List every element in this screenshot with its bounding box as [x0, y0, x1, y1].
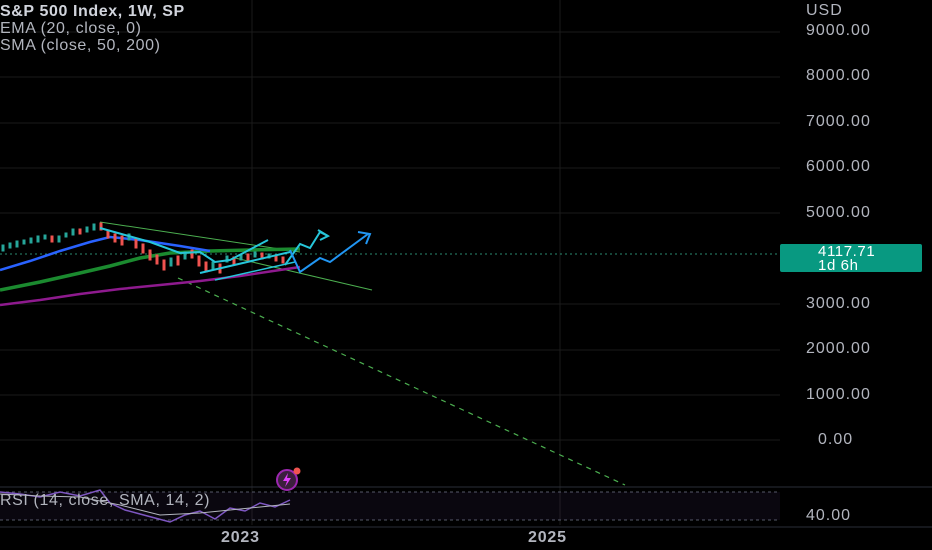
- rsi-sma-line: [0, 493, 291, 516]
- ema-indicator-label[interactable]: EMA (20, close, 0): [0, 20, 142, 37]
- wedge-drawing-cyan[interactable]: [99, 227, 269, 264]
- last-price-value: 4117.71: [818, 243, 876, 260]
- price-tick: 3000.00: [806, 295, 871, 312]
- price-tick: 2000.00: [806, 340, 871, 357]
- wedge-lower-line[interactable]: [214, 261, 296, 281]
- price-tick: 1000.00: [806, 386, 871, 403]
- price-tick: 6000.00: [806, 158, 871, 175]
- dashed-trendline[interactable]: [177, 277, 626, 486]
- price-tick: 5000.00: [806, 204, 871, 221]
- price-tick: 9000.00: [806, 22, 871, 39]
- wedge-bottom-line[interactable]: [199, 251, 291, 274]
- candlesticks: [1, 222, 285, 274]
- projection-arrowhead-cyan: [317, 229, 331, 241]
- currency-label[interactable]: USD: [806, 2, 843, 19]
- price-tick: 7000.00: [806, 113, 871, 130]
- time-label-2025: 2025: [528, 529, 567, 546]
- projection-arrowhead-blue: [357, 231, 372, 245]
- projection-path-blue[interactable]: [289, 233, 369, 274]
- price-tick: 0.00: [818, 431, 854, 448]
- time-label-2023: 2023: [221, 529, 260, 546]
- rsi-band-fill: [0, 492, 780, 520]
- rsi-indicator-label[interactable]: RSI (14, close, SMA, 14, 2): [0, 492, 211, 509]
- lightning-icon[interactable]: [273, 466, 305, 492]
- ema-20-line: [0, 235, 211, 272]
- price-tick: 8000.00: [806, 67, 871, 84]
- symbol-title[interactable]: S&P 500 Index, 1W, SP: [0, 3, 185, 20]
- bar-countdown: 1d 6h: [818, 257, 859, 274]
- sma-indicator-label[interactable]: SMA (close, 50, 200): [0, 37, 161, 54]
- last-price-badge[interactable]: 4117.71 1d 6h: [780, 243, 922, 274]
- sma-200-line: [0, 265, 301, 307]
- rsi-line: [0, 489, 291, 523]
- rsi-tick: 40.00: [806, 507, 852, 524]
- channel-line-lower[interactable]: [234, 257, 373, 291]
- chart-legend[interactable]: S&P 500 Index, 1W, SP EMA (20, close, 0)…: [0, 3, 185, 54]
- chart-grid: [0, 0, 780, 525]
- channel-line-upper[interactable]: [99, 221, 301, 253]
- sma-50-line: [0, 247, 301, 292]
